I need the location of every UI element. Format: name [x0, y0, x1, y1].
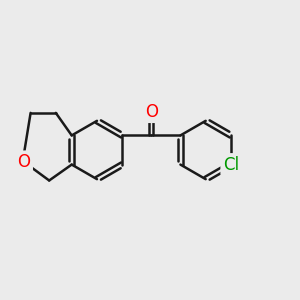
Text: Cl: Cl	[223, 156, 239, 174]
Text: O: O	[17, 153, 31, 171]
Text: O: O	[145, 103, 158, 121]
